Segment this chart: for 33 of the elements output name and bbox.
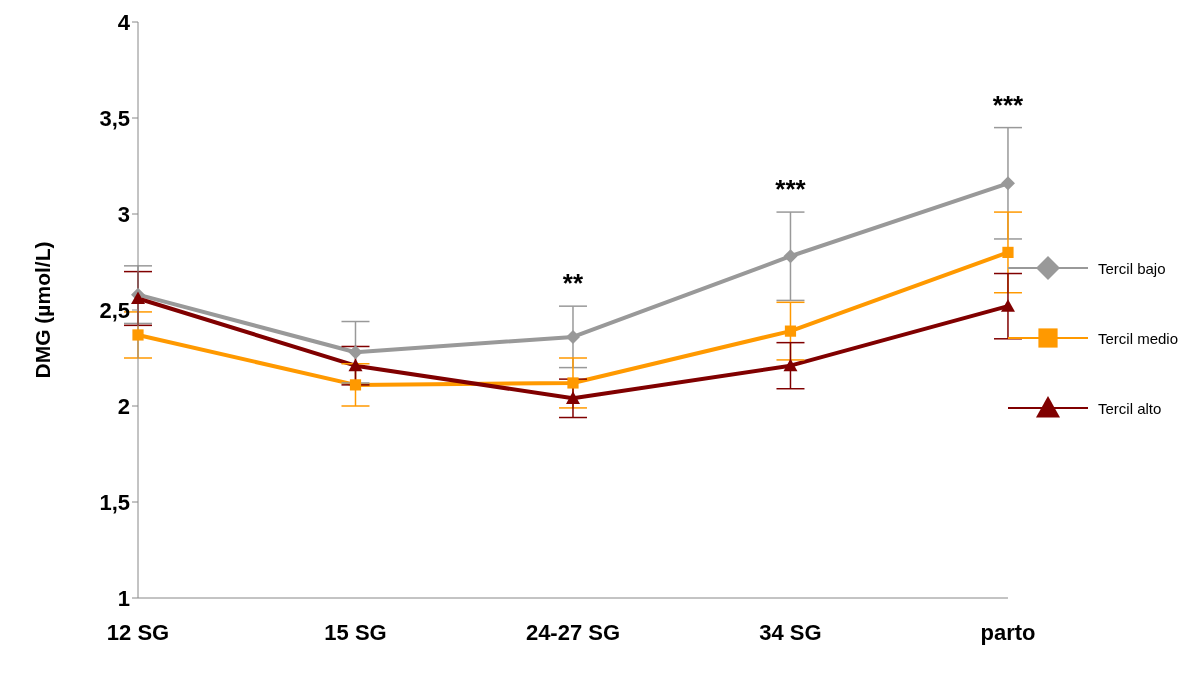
y-tick-label: 4 — [117, 9, 131, 35]
point — [565, 329, 580, 344]
point — [348, 358, 363, 372]
y-tick-label: 2,5 — [99, 297, 130, 323]
y-axis-title: DMG (µmol/L) — [31, 241, 55, 379]
point — [783, 358, 798, 372]
point — [132, 329, 144, 341]
x-tick-label: 34 SG — [759, 619, 822, 645]
point — [1000, 176, 1015, 191]
annotation: *** — [775, 174, 807, 205]
annotation: *** — [992, 89, 1025, 120]
x-tick-label: 12 SG — [106, 619, 170, 645]
point — [783, 249, 798, 264]
point — [565, 391, 580, 404]
y-tick-label: 1,5 — [99, 489, 130, 515]
text: Tercil bajo — [1097, 259, 1166, 277]
y-tick-label: 3 — [117, 201, 130, 227]
point — [1000, 299, 1015, 312]
y-tick-label: 3,5 — [99, 105, 130, 131]
text: Tercil medio — [1097, 329, 1178, 347]
point — [784, 325, 797, 337]
point — [567, 377, 579, 389]
point — [349, 379, 362, 391]
point — [131, 291, 145, 305]
y-tick-label: 1 — [117, 585, 130, 611]
x-tick-label: 24-27 SG — [525, 619, 621, 645]
x-tick-label: parto — [980, 619, 1036, 645]
point — [1002, 246, 1014, 258]
point — [348, 345, 363, 360]
text: Tercil alto — [1097, 399, 1162, 417]
x-tick-label: 15 SG — [324, 619, 387, 645]
annotation: ** — [562, 268, 584, 299]
y-tick-label: 2 — [117, 393, 130, 419]
